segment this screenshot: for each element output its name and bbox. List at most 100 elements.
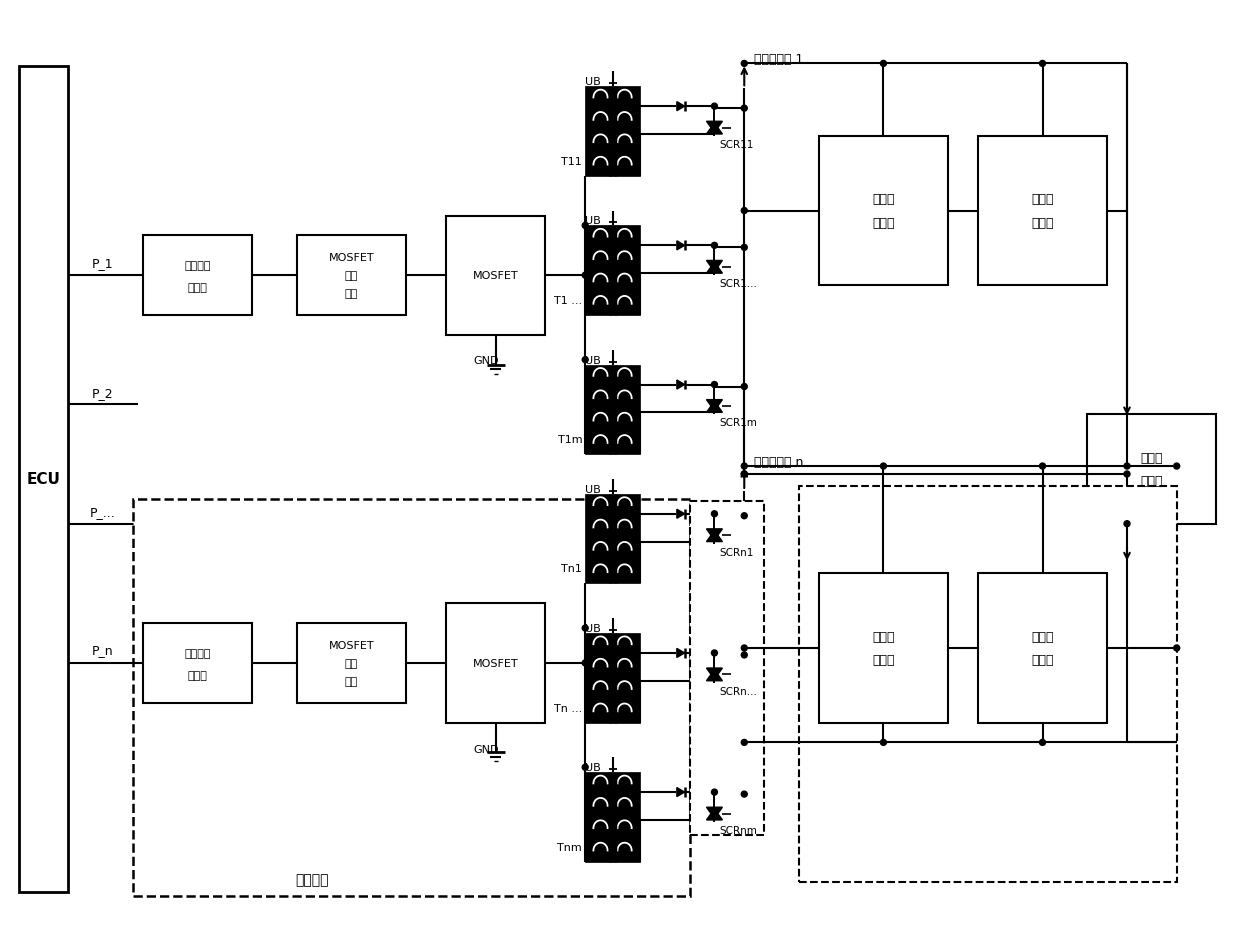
Bar [296,236,407,315]
Circle shape [742,245,748,251]
Polygon shape [677,510,684,518]
Bar [585,495,640,583]
Circle shape [742,384,748,390]
Polygon shape [707,402,723,413]
Bar [296,623,407,703]
Bar [143,236,252,315]
Bar [446,603,546,723]
Circle shape [1174,646,1179,651]
Circle shape [742,514,748,519]
Text: 压电路: 压电路 [872,217,895,229]
Text: SCRn...: SCRn... [719,686,758,696]
Circle shape [742,471,748,478]
Text: 驱动: 驱动 [345,271,358,281]
Circle shape [1039,740,1045,746]
Text: MOSFET: MOSFET [472,271,518,281]
Circle shape [712,104,718,110]
Text: 高压输出口 1: 高压输出口 1 [754,53,804,66]
Text: GND: GND [474,355,500,365]
Text: 动态均: 动态均 [1032,630,1054,643]
Circle shape [742,464,748,469]
Text: T11: T11 [562,157,583,167]
Bar [689,501,764,834]
Bar [585,772,640,862]
Polygon shape [707,122,723,133]
Circle shape [742,791,748,798]
Text: SCRn1: SCRn1 [719,547,754,557]
Text: 压电路: 压电路 [1032,217,1054,229]
Text: 高频方波: 高频方波 [185,261,211,271]
Text: Tn1: Tn1 [562,564,583,574]
Polygon shape [677,649,684,658]
Circle shape [583,765,588,770]
Circle shape [583,273,588,278]
Text: 动态均: 动态均 [1032,193,1054,206]
Text: SCRnm: SCRnm [719,825,758,835]
Text: ECU: ECU [26,472,61,487]
Text: T1m: T1m [558,435,583,445]
Circle shape [583,357,588,363]
Text: P_...: P_... [91,506,115,518]
Polygon shape [707,530,723,540]
Polygon shape [677,242,684,250]
Circle shape [1039,61,1045,67]
Text: GND: GND [474,745,500,754]
Text: 驱动: 驱动 [345,658,358,668]
Circle shape [583,223,588,229]
Text: SCR1...: SCR1... [719,278,758,289]
Polygon shape [707,809,723,820]
Text: UB: UB [585,484,600,495]
Circle shape [583,626,588,632]
Bar [585,633,640,723]
Text: 静态均: 静态均 [872,630,895,643]
Text: UB: UB [585,763,600,772]
Bar [143,623,252,703]
Circle shape [1123,521,1130,527]
Text: SCR1m: SCR1m [719,418,758,428]
Circle shape [712,382,718,388]
Bar [799,486,1177,882]
Text: 压电路: 压电路 [1032,653,1054,666]
Text: UB: UB [585,77,600,87]
Circle shape [712,244,718,249]
Text: P_2: P_2 [92,386,114,399]
Polygon shape [707,670,723,681]
Bar [585,87,640,177]
Circle shape [742,652,748,658]
Circle shape [712,789,718,795]
Polygon shape [707,668,723,680]
Text: 高频方波: 高频方波 [185,649,211,658]
Bar [978,574,1107,723]
Polygon shape [677,380,684,390]
Circle shape [1123,464,1130,469]
Bar [818,574,949,723]
Text: 能装置: 能装置 [1141,475,1163,488]
Text: 压电路: 压电路 [872,653,895,666]
Text: 静态均: 静态均 [872,193,895,206]
Polygon shape [677,103,684,111]
Text: Tnm: Tnm [558,842,583,851]
Circle shape [742,646,748,651]
Text: UB: UB [585,355,600,365]
Text: 发生器: 发生器 [187,670,207,680]
Circle shape [1174,464,1179,469]
Text: 高压输出口 n: 高压输出口 n [754,455,804,468]
Polygon shape [707,261,723,272]
Text: Tn ...: Tn ... [554,703,583,713]
Text: 芯片: 芯片 [345,676,358,686]
Circle shape [583,660,588,666]
Circle shape [880,464,887,469]
Circle shape [742,740,748,746]
Text: T1 ...: T1 ... [554,295,583,306]
Bar [585,365,640,455]
Circle shape [742,209,748,214]
Circle shape [742,106,748,112]
Bar [818,137,949,286]
Circle shape [880,740,887,746]
Bar [133,499,689,897]
Circle shape [742,61,748,67]
Circle shape [742,471,748,478]
Text: P_1: P_1 [92,257,114,269]
Text: UB: UB [585,216,600,227]
Bar [978,137,1107,286]
